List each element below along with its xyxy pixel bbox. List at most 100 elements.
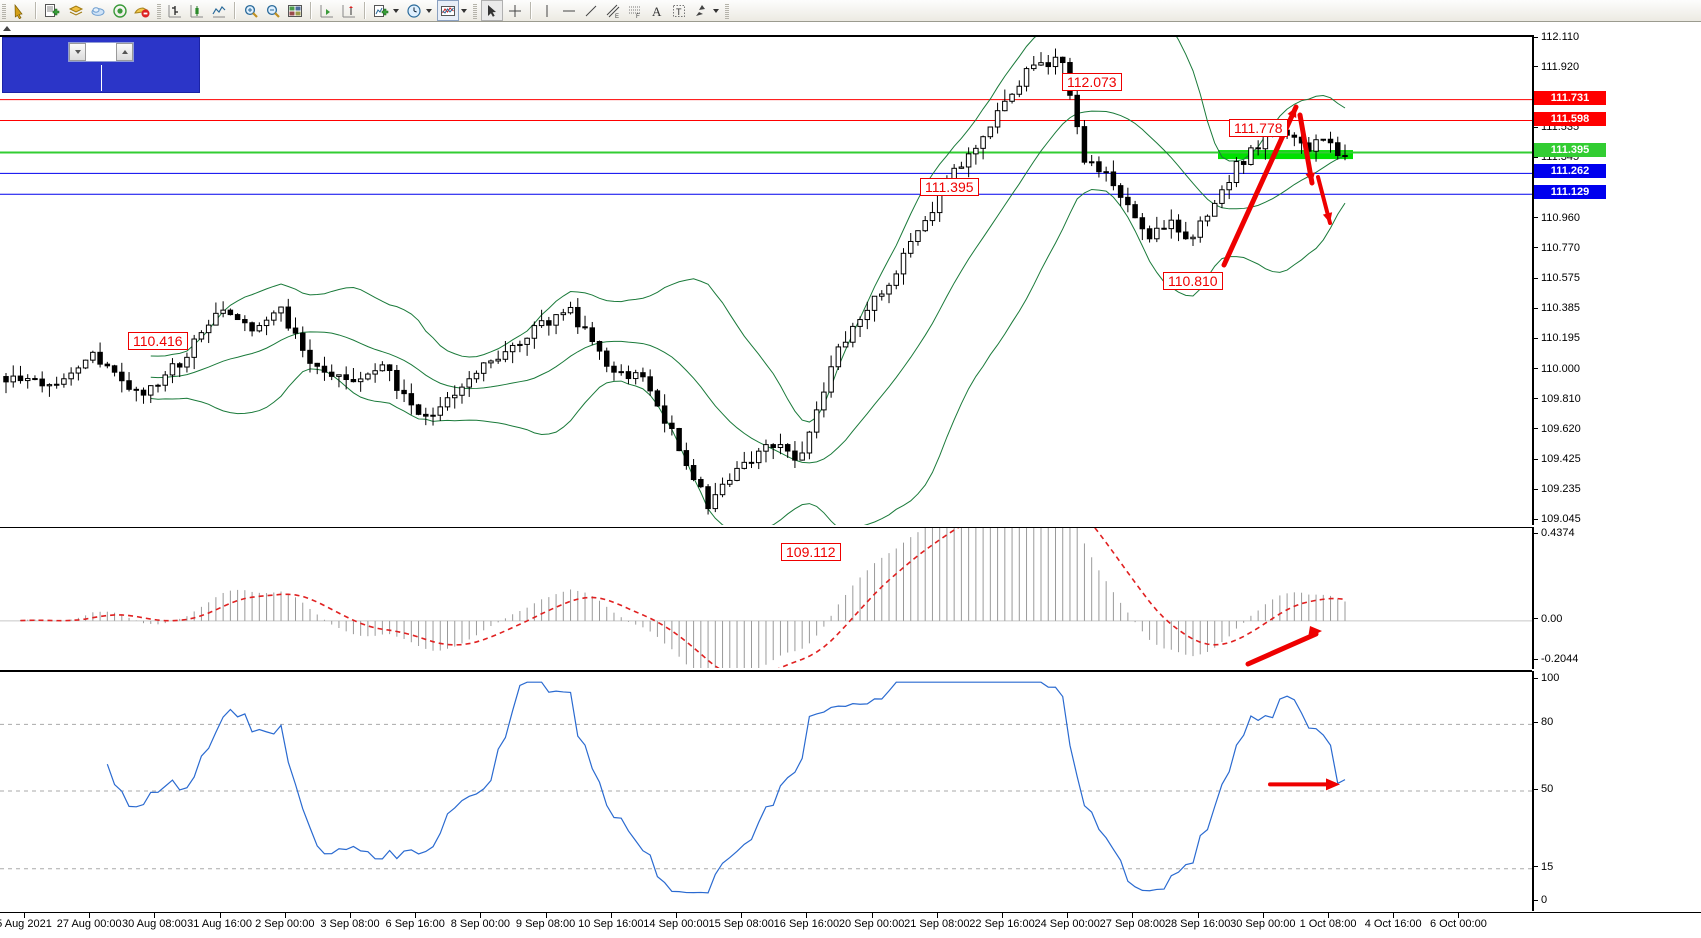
templates-button[interactable] (437, 0, 459, 21)
toolbar-grip[interactable] (2, 2, 6, 19)
time-tick (219, 913, 221, 918)
market-watch-icon (68, 3, 84, 19)
line-chart-button[interactable] (209, 1, 229, 20)
new-order-button[interactable] (42, 1, 64, 20)
price-level-badge[interactable]: 111.395 (1534, 143, 1606, 158)
price-tick: 109.425 (1534, 453, 1581, 465)
rsi-axis[interactable]: 100 80 50 15 0 (1532, 671, 1701, 911)
zoom-out-button[interactable] (263, 1, 283, 20)
candlestick-icon (189, 3, 205, 19)
price-tick: 109.620 (1534, 423, 1581, 435)
rsi-pane[interactable] (0, 671, 1532, 913)
symbol-info-bar (0, 22, 1701, 35)
zoom-in-button[interactable] (241, 1, 261, 20)
arrows-dropdown-icon[interactable] (713, 8, 719, 13)
price-axis[interactable]: 112.110111.920111.535111.345110.960110.7… (1532, 31, 1701, 525)
price-annotation[interactable]: 112.073 (1062, 73, 1122, 91)
data-window-button[interactable] (88, 1, 108, 20)
channel-button[interactable]: E (603, 1, 623, 20)
volume-stepper[interactable] (68, 42, 134, 62)
time-tick (1197, 913, 1199, 918)
time-tick-label: 16 Sep 16:00 (773, 918, 840, 930)
price-annotation[interactable]: 110.810 (1163, 272, 1223, 290)
chart-shift-button[interactable] (317, 1, 337, 20)
rsi-tick: 100 (1534, 672, 1559, 684)
buy-price[interactable] (102, 63, 200, 93)
price-annotation[interactable]: 109.112 (781, 543, 841, 561)
auto-scroll-icon (341, 3, 357, 19)
bar-chart-icon (167, 3, 183, 19)
price-annotation[interactable]: 111.778 (1229, 119, 1288, 137)
price-level-badge[interactable]: 111.731 (1534, 90, 1606, 105)
time-tick (741, 913, 743, 918)
price-level-badge[interactable]: 111.129 (1534, 185, 1606, 200)
collapse-triangle-icon[interactable] (3, 26, 11, 31)
time-tick-label: 30 Aug 08:00 (121, 918, 187, 930)
price-tick-label: 110.960 (1541, 211, 1580, 224)
price-tick: 109.235 (1534, 483, 1581, 495)
templates-dropdown-icon[interactable] (461, 8, 467, 13)
time-tick (806, 913, 808, 918)
one-click-trading-panel[interactable] (2, 37, 200, 93)
macd-tick-label: 0.00 (1541, 612, 1563, 625)
bar-chart-button[interactable] (165, 1, 185, 20)
volume-increase-button[interactable] (116, 43, 133, 61)
volume-decrease-button[interactable] (69, 43, 86, 61)
toolbar-grip-2[interactable] (157, 2, 161, 19)
price-tick-label: 109.810 (1541, 392, 1581, 405)
period-dropdown-icon[interactable] (426, 8, 432, 13)
price-tick-label: 110.575 (1541, 272, 1580, 285)
tile-windows-button[interactable] (285, 1, 305, 20)
indicator-dropdown-icon[interactable] (393, 8, 399, 13)
add-indicator-button[interactable] (371, 1, 391, 20)
trade-quotes-row (3, 63, 199, 93)
price-annotation[interactable]: 111.395 (920, 178, 979, 196)
pointer-icon (12, 3, 28, 19)
rsi-tick-label: 0 (1541, 894, 1548, 906)
price-level-badge[interactable]: 111.262 (1534, 164, 1606, 179)
chart-shift-icon (319, 3, 335, 19)
text-button[interactable]: A (647, 1, 667, 20)
chart-area[interactable]: 112.110111.920111.535111.345110.960110.7… (0, 31, 1701, 938)
crosshair-button[interactable] (505, 1, 525, 20)
time-tick (871, 913, 873, 918)
price-pane[interactable] (0, 35, 1532, 528)
toolbar-separator-3 (310, 2, 312, 19)
sell-price[interactable] (3, 63, 101, 93)
new-order-icon (44, 3, 60, 19)
vertical-line-button[interactable] (537, 1, 557, 20)
rsi-tick: 0 (1534, 894, 1547, 906)
cursor-select-button[interactable] (481, 0, 503, 21)
caret-up-icon (121, 50, 128, 54)
time-tick-label: 28 Sep 16:00 (1164, 918, 1231, 930)
text-label-button[interactable]: T (669, 1, 689, 20)
toolbar-grip-3[interactable] (473, 2, 477, 19)
trendline-button[interactable] (581, 1, 601, 20)
price-annotation[interactable]: 110.416 (128, 332, 188, 350)
arrows-button[interactable] (691, 1, 711, 20)
toolbar-separator (35, 2, 37, 19)
time-tick (24, 913, 25, 918)
navigator-button[interactable] (110, 1, 130, 20)
auto-trading-button[interactable] (132, 1, 154, 20)
macd-tick-label: -0.2044 (1541, 653, 1579, 665)
macd-pane[interactable] (0, 527, 1532, 671)
auto-scroll-button[interactable] (339, 1, 359, 20)
time-axis[interactable]: 5 Aug 2021 27 Aug 00:00 30 Aug 08:00 31 Aug… (0, 912, 1701, 935)
period-button[interactable] (404, 1, 424, 20)
toolbar-grip-4[interactable] (725, 2, 729, 19)
candlestick-chart-button[interactable] (187, 1, 207, 20)
time-tick (415, 913, 417, 918)
time-tick-label: 5 Aug 2021 (0, 918, 52, 930)
market-watch-button[interactable] (66, 1, 86, 20)
time-tick (284, 913, 286, 918)
horizontal-line-button[interactable] (559, 1, 579, 20)
price-tick: 110.195 (1534, 332, 1580, 344)
macd-axis[interactable]: 0.4374 0.00 -0.2044 (1532, 527, 1701, 669)
cursor-tool-button[interactable] (10, 1, 30, 20)
fibonacci-button[interactable]: F (625, 1, 645, 20)
price-level-badge[interactable]: 111.598 (1534, 111, 1606, 126)
price-tick: 109.045 (1534, 513, 1581, 525)
trendline-icon (583, 3, 599, 19)
text-a-icon: A (649, 3, 665, 19)
